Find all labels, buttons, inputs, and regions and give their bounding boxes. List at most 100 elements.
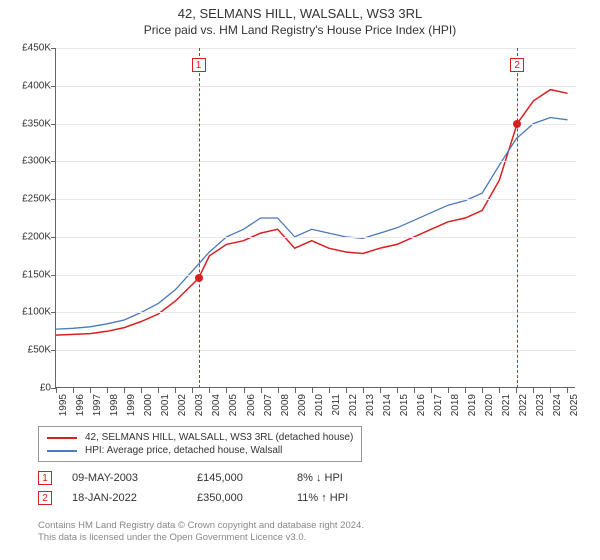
x-axis-label: 1998 (109, 394, 120, 416)
x-tick (380, 388, 381, 393)
chart-container: 42, SELMANS HILL, WALSALL, WS3 3RL Price… (0, 0, 600, 560)
title-address: 42, SELMANS HILL, WALSALL, WS3 3RL (0, 0, 600, 21)
sale-price: £145,000 (197, 472, 277, 484)
y-axis-label: £350K (22, 118, 51, 129)
x-axis-label: 1997 (92, 394, 103, 416)
x-tick (209, 388, 210, 393)
x-tick (56, 388, 57, 393)
x-tick (533, 388, 534, 393)
x-tick (295, 388, 296, 393)
x-axis-label: 1999 (126, 394, 137, 416)
gridline (56, 199, 576, 200)
x-axis-label: 2004 (211, 394, 222, 416)
x-tick (261, 388, 262, 393)
x-tick (244, 388, 245, 393)
sale-date: 09-MAY-2003 (72, 472, 177, 484)
legend-item: HPI: Average price, detached house, Wals… (47, 444, 353, 457)
y-tick (51, 161, 56, 162)
x-tick (141, 388, 142, 393)
gridline (56, 161, 576, 162)
series-line-hpi (56, 118, 568, 330)
y-axis-label: £250K (22, 194, 51, 205)
gridline (56, 275, 576, 276)
x-tick (278, 388, 279, 393)
x-axis-label: 2002 (177, 394, 188, 416)
marker-dot-2 (513, 120, 521, 128)
title-subtitle: Price paid vs. HM Land Registry's House … (0, 21, 600, 41)
y-axis-label: £100K (22, 307, 51, 318)
x-axis-label: 2010 (314, 394, 325, 416)
x-axis-label: 1996 (75, 394, 86, 416)
x-tick (397, 388, 398, 393)
x-tick (90, 388, 91, 393)
x-axis-label: 2025 (569, 394, 580, 416)
y-axis-label: £0 (40, 383, 51, 394)
footer-attribution: Contains HM Land Registry data © Crown c… (38, 520, 364, 545)
series-line-price_paid (56, 90, 568, 336)
x-axis-label: 2023 (535, 394, 546, 416)
y-axis-label: £150K (22, 269, 51, 280)
gridline (56, 350, 576, 351)
x-tick (175, 388, 176, 393)
x-tick (482, 388, 483, 393)
x-tick (73, 388, 74, 393)
x-axis-label: 2024 (552, 394, 563, 416)
y-axis-label: £400K (22, 80, 51, 91)
gridline (56, 312, 576, 313)
sale-row: 109-MAY-2003£145,0008% ↓ HPI (38, 468, 377, 488)
x-axis-label: 1995 (58, 394, 69, 416)
marker-line-2 (517, 48, 518, 388)
legend-swatch (47, 450, 77, 452)
x-axis-label: 2022 (518, 394, 529, 416)
x-axis-label: 2011 (331, 394, 342, 416)
gridline (56, 48, 576, 49)
x-tick (124, 388, 125, 393)
x-tick (107, 388, 108, 393)
legend-item: 42, SELMANS HILL, WALSALL, WS3 3RL (deta… (47, 431, 353, 444)
x-tick (448, 388, 449, 393)
x-tick (431, 388, 432, 393)
y-tick (51, 312, 56, 313)
marker-box-1: 1 (192, 58, 206, 72)
x-axis-label: 2017 (433, 394, 444, 416)
legend-label: HPI: Average price, detached house, Wals… (85, 445, 282, 456)
x-tick (226, 388, 227, 393)
x-tick (414, 388, 415, 393)
y-tick (51, 124, 56, 125)
y-axis-label: £300K (22, 156, 51, 167)
footer-line-1: Contains HM Land Registry data © Crown c… (38, 520, 364, 532)
x-tick (499, 388, 500, 393)
x-axis-label: 2008 (280, 394, 291, 416)
y-tick (51, 199, 56, 200)
x-axis-label: 2013 (365, 394, 376, 416)
marker-box-2: 2 (510, 58, 524, 72)
x-tick (158, 388, 159, 393)
marker-dot-1 (195, 274, 203, 282)
y-tick (51, 48, 56, 49)
chart-lines (56, 48, 576, 388)
x-axis-label: 2005 (228, 394, 239, 416)
footer-line-2: This data is licensed under the Open Gov… (38, 532, 364, 544)
x-tick (346, 388, 347, 393)
x-tick (312, 388, 313, 393)
x-axis-label: 2009 (297, 394, 308, 416)
gridline (56, 237, 576, 238)
x-axis-label: 2000 (143, 394, 154, 416)
sale-marker-box: 1 (38, 471, 52, 485)
x-axis-label: 2016 (416, 394, 427, 416)
chart-area: 12 £0£50K£100K£150K£200K£250K£300K£350K£… (55, 48, 575, 388)
x-tick (567, 388, 568, 393)
x-axis-label: 2014 (382, 394, 393, 416)
x-tick (329, 388, 330, 393)
y-axis-label: £50K (28, 345, 51, 356)
x-tick (465, 388, 466, 393)
sale-marker-box: 2 (38, 491, 52, 505)
x-tick (550, 388, 551, 393)
gridline (56, 124, 576, 125)
sale-date: 18-JAN-2022 (72, 492, 177, 504)
marker-line-1 (199, 48, 200, 388)
sales-table: 109-MAY-2003£145,0008% ↓ HPI218-JAN-2022… (38, 468, 377, 508)
x-axis-label: 2006 (246, 394, 257, 416)
x-tick (192, 388, 193, 393)
legend-swatch (47, 437, 77, 439)
